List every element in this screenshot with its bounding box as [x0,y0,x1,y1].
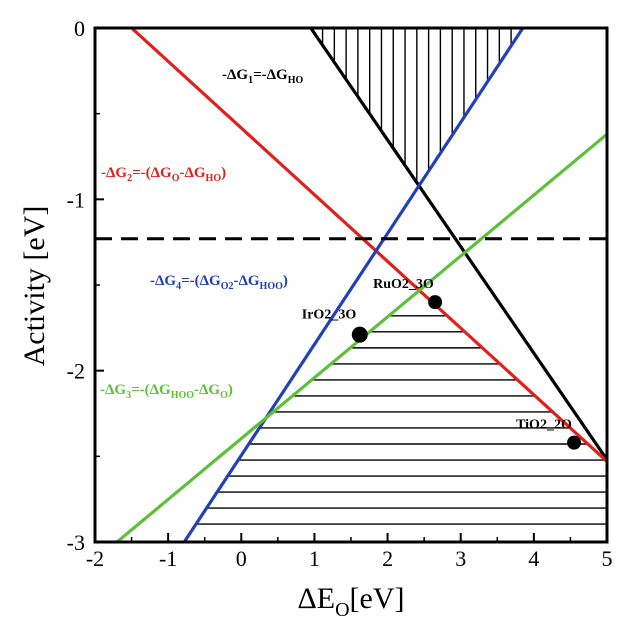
x-tick-label: 4 [528,546,539,571]
x-tick-label: 0 [236,546,247,571]
annotation-g1: -ΔG1=-ΔGHO [222,67,303,86]
y-axis-title: Activity [eV] [18,206,51,367]
hatch-region-top [321,28,512,183]
data-point-label: TiO2_2O [516,418,572,433]
x-tick-label: 2 [382,546,393,571]
x-axis-title: ΔEO[eV] [297,582,404,621]
y-tick-label: -2 [67,359,85,384]
x-tick-label: -1 [159,546,177,571]
y-tick-label: -1 [67,187,85,212]
x-tick-label: 5 [602,546,613,571]
y-tick-label: -3 [67,530,85,555]
series-line-g4 [182,28,525,542]
data-point-label: IrO2_3O [302,308,357,323]
series-line-g1 [309,28,607,461]
data-point-label: RuO2_3O [373,277,434,292]
annotation-g3: -ΔG3=-(ΔGHOO-ΔGO) [100,382,233,401]
data-point [567,435,582,450]
annotation-g2: -ΔG2=-(ΔGO-ΔGHO) [101,165,226,184]
data-point [428,295,443,310]
y-tick-label: 0 [74,16,85,41]
data-point [351,326,368,343]
series-line-g2 [130,28,607,463]
hatch-region-bottom [196,315,607,525]
annotation-g4: -ΔG4=-(ΔGO2-ΔGHOO) [150,273,288,292]
x-tick-label: -2 [86,546,104,571]
x-tick-label: 1 [309,546,320,571]
x-tick-label: 3 [455,546,466,571]
